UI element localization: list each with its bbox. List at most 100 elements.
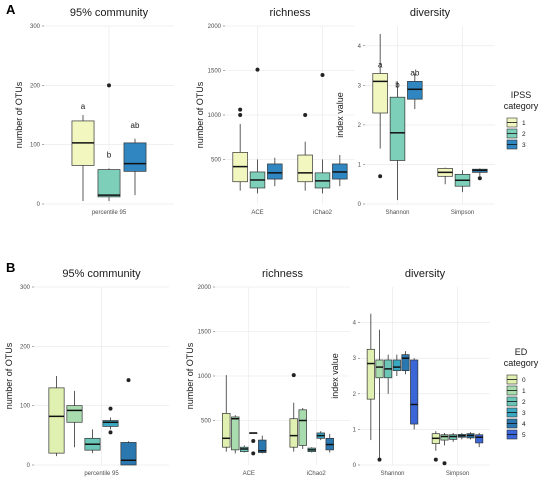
y-tick-label: 100	[20, 404, 31, 410]
chart-a-richness: 500 1000 1500 2000 ACE iChao2 richness number o…	[195, 7, 355, 216]
x-tick-label: percentile 95	[92, 210, 127, 216]
box	[120, 442, 137, 466]
outlier-point	[477, 176, 482, 181]
outlier-point	[108, 406, 113, 411]
box	[297, 154, 313, 183]
box	[97, 169, 121, 198]
y-tick-label: 200	[30, 83, 41, 89]
y-tick-label: 2	[358, 123, 362, 129]
legend-item-label: 3	[522, 142, 526, 149]
box	[102, 420, 119, 427]
chart-a-diversity: 0 1 2 3 4 Shannon Simpson diversity index value a…	[335, 7, 539, 216]
significance-letter: ab	[131, 121, 140, 130]
box	[48, 387, 65, 454]
legend-item-label: 4	[522, 421, 526, 428]
box	[289, 418, 298, 448]
box	[410, 359, 419, 425]
outlier-point	[433, 457, 438, 462]
x-tick-label: Shannon	[380, 471, 404, 477]
outlier-point	[108, 430, 113, 435]
chart-b-diversity: 0 1 2 3 4 Shannon Simpson diversity index value E…	[330, 268, 539, 477]
legend-item-label: 0	[522, 377, 526, 384]
box	[392, 359, 401, 372]
significance-letter: b	[395, 80, 400, 89]
box	[123, 142, 147, 172]
legend-item-label: 5	[522, 432, 526, 439]
y-tick-label: 200	[20, 344, 31, 350]
legend-title: category	[504, 101, 539, 111]
box	[222, 413, 231, 448]
x-tick-label: Shannon	[385, 210, 409, 216]
box	[401, 354, 410, 372]
y-tick-label: 0	[37, 202, 41, 208]
outlier-point	[378, 174, 383, 179]
box	[375, 359, 384, 379]
significance-letter: a	[81, 102, 86, 111]
legend-item-label: 3	[522, 410, 526, 417]
chart-b-95-community: 0 100 200 300 percentile 95 95% community numb…	[4, 268, 169, 477]
y-tick-label: 300	[30, 24, 41, 30]
chart-title: richness	[262, 268, 303, 280]
legend-item-label: 2	[522, 131, 526, 138]
y-tick-label: 4	[353, 321, 357, 327]
outlier-point	[442, 461, 447, 466]
y-tick-label: 1000	[208, 113, 222, 119]
box	[258, 439, 267, 453]
y-axis-label: index value	[335, 92, 345, 138]
y-axis-label: number of OTUs	[195, 81, 205, 148]
chart-title: 95% community	[70, 7, 149, 19]
legend-title: category	[504, 358, 539, 368]
y-axis-label: index value	[330, 353, 340, 399]
y-tick-label: 1	[353, 427, 357, 433]
chart-title: 95% community	[62, 268, 141, 280]
y-tick-label: 2000	[208, 24, 222, 30]
significance-letter: ab	[410, 68, 419, 77]
outlier-point	[251, 438, 256, 443]
outlier-point	[238, 113, 243, 117]
y-tick-label: 1	[358, 162, 362, 168]
y-tick-label: 500	[211, 158, 222, 164]
y-tick-label: 500	[201, 419, 212, 425]
x-tick-label: Simpson	[446, 471, 469, 477]
box	[231, 416, 240, 451]
outlier-point	[251, 451, 256, 456]
outlier-point	[291, 373, 296, 378]
y-axis-label: number of OTUs	[14, 81, 24, 148]
box	[372, 73, 388, 114]
box	[475, 434, 484, 444]
box	[267, 163, 283, 180]
x-tick-label: Simpson	[451, 210, 474, 216]
y-tick-label: 0	[358, 202, 362, 208]
y-tick-label: 100	[30, 143, 41, 149]
outlier-point	[320, 72, 325, 77]
outlier-point	[303, 113, 308, 117]
chart-title: richness	[270, 7, 311, 19]
outlier-point	[377, 457, 382, 462]
outlier-point	[255, 67, 260, 72]
y-axis-label: number of OTUs	[185, 342, 195, 409]
box	[66, 405, 83, 423]
box	[440, 434, 449, 441]
y-tick-label: 4	[358, 44, 362, 50]
panel-label-a: A	[6, 2, 16, 17]
y-axis-label: number of OTUs	[4, 342, 14, 409]
y-tick-label: 0	[27, 463, 31, 469]
legend-item-label: 1	[522, 120, 526, 127]
legend-title: IPSS	[511, 90, 532, 100]
x-tick-label: ACE	[251, 210, 263, 216]
chart-a-95-community: 0 100 200 300 percentile 95 95% community numb…	[14, 7, 174, 216]
box	[298, 409, 307, 446]
y-tick-label: 2	[353, 392, 357, 398]
legend-item-label: 1	[522, 388, 526, 395]
outlier-point	[126, 378, 131, 383]
panel-label-b: B	[6, 260, 15, 275]
outlier-point	[107, 83, 111, 88]
y-tick-label: 3	[353, 356, 357, 362]
box	[407, 81, 423, 100]
y-tick-label: 1500	[198, 330, 212, 336]
legend-title: ED	[515, 347, 528, 357]
box	[389, 96, 406, 161]
